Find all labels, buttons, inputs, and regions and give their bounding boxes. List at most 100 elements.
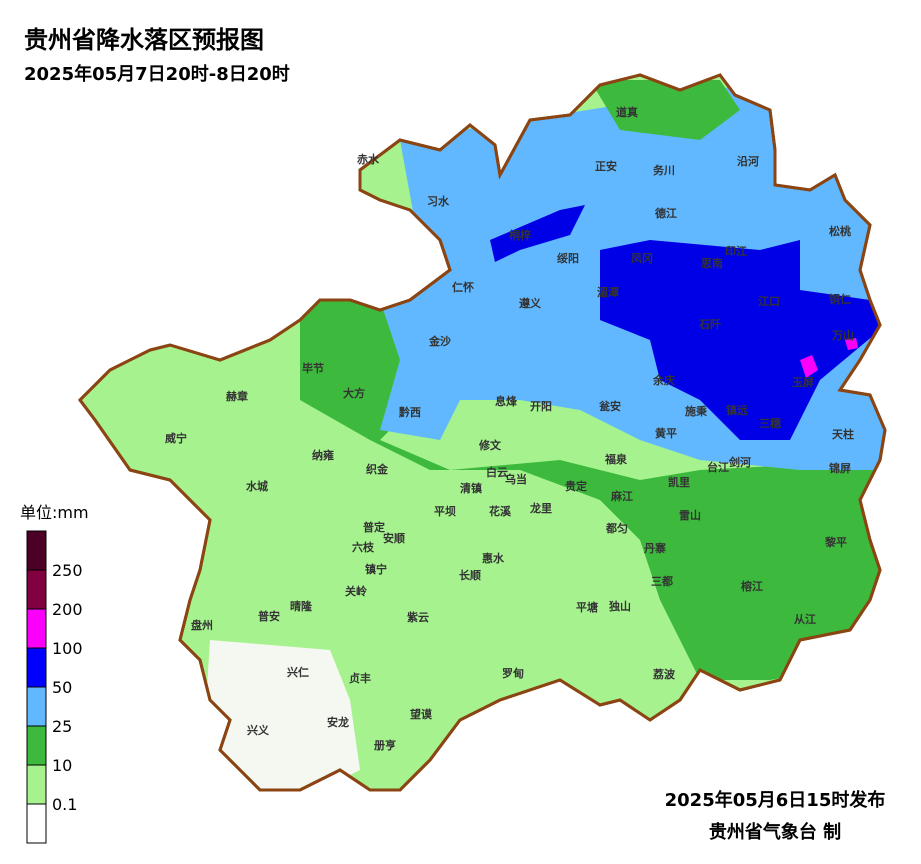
legend-swatch [26, 569, 47, 610]
county-label: 望谟 [410, 707, 433, 721]
county-label: 铜仁 [828, 292, 851, 306]
county-label: 安顺 [383, 531, 405, 545]
county-label: 凯里 [668, 475, 690, 489]
legend-swatch [26, 725, 47, 766]
legend-tick-label: 0.1 [52, 795, 77, 814]
county-label: 息烽 [495, 394, 518, 408]
county-label: 雷山 [679, 508, 701, 522]
county-label: 花溪 [489, 504, 512, 518]
county-label: 修文 [478, 438, 502, 452]
county-label: 天柱 [832, 427, 854, 441]
subtitle: 2025年05月7日20时-8日20时 [24, 63, 290, 85]
legend: 0.1 10 25 50 100 200 250 [26, 530, 83, 844]
county-label: 印江 [725, 244, 747, 258]
county-label: 施秉 [685, 404, 708, 418]
county-label: 镇宁 [365, 562, 387, 576]
county-label: 凤冈 [631, 252, 653, 265]
county-label: 松桃 [829, 224, 851, 238]
county-label: 都匀 [605, 521, 628, 535]
county-label: 平塘 [576, 600, 598, 614]
county-label: 从江 [794, 612, 816, 626]
legend-tick-label: 100 [52, 639, 83, 658]
county-label: 务川 [653, 163, 675, 177]
county-label: 德江 [654, 206, 677, 220]
county-label: 关岭 [345, 584, 367, 598]
county-label: 织金 [366, 462, 389, 476]
agency: 贵州省气象台 制 [709, 821, 841, 843]
county-label: 黔西 [399, 405, 421, 419]
legend-swatch [26, 686, 47, 727]
county-label: 福泉 [604, 452, 628, 466]
county-label: 江口 [758, 294, 780, 308]
county-label: 金沙 [428, 334, 451, 348]
county-label: 思南 [701, 256, 723, 270]
county-label: 赫章 [226, 389, 248, 403]
county-label: 普安 [258, 609, 280, 623]
county-label: 荔波 [652, 667, 676, 681]
county-label: 清镇 [460, 481, 482, 495]
county-label: 湄潭 [597, 285, 619, 299]
county-label: 罗甸 [502, 666, 524, 680]
county-label: 开阳 [530, 399, 552, 413]
county-label: 惠水 [482, 551, 505, 565]
county-label: 盘州 [191, 618, 213, 632]
legend-tick-label: 25 [52, 717, 72, 736]
area-dark-blue [600, 240, 880, 440]
county-label: 三穗 [759, 416, 781, 430]
legend-tick-label: 50 [52, 678, 72, 697]
county-label: 纳雍 [312, 448, 334, 462]
legend-tick-label: 250 [52, 561, 83, 580]
legend-swatch [26, 803, 47, 844]
county-label: 榕江 [741, 579, 763, 593]
county-label: 习水 [427, 194, 450, 208]
county-label: 威宁 [165, 431, 187, 445]
county-label: 毕节 [302, 361, 324, 375]
county-label: 水城 [246, 479, 268, 493]
county-label: 大方 [343, 386, 365, 400]
legend-tick-label: 200 [52, 600, 83, 619]
county-label: 玉屏 [792, 376, 814, 389]
county-label: 六枝 [352, 540, 375, 554]
county-label: 锦屏 [829, 461, 851, 475]
county-label: 赤水 [357, 152, 380, 166]
area-none [200, 640, 360, 790]
county-label: 独山 [608, 599, 631, 613]
county-label: 丹寨 [644, 541, 666, 555]
legend-swatch [26, 647, 47, 688]
county-label: 兴义 [247, 723, 270, 737]
area-magenta-2 [845, 338, 858, 350]
county-label: 黄平 [655, 426, 677, 440]
county-label: 镇远 [726, 403, 748, 417]
county-label: 册亨 [374, 738, 396, 752]
area-dark-blue-2 [490, 205, 585, 262]
county-label: 仁怀 [452, 280, 474, 294]
area-magenta [800, 355, 818, 378]
county-label: 绥阳 [557, 251, 579, 265]
legend-swatch [26, 530, 47, 571]
county-label: 三都 [651, 574, 673, 588]
county-label: 紫云 [407, 610, 429, 624]
county-label: 麻江 [610, 489, 633, 503]
county-label: 瓮安 [599, 399, 621, 413]
province-border [78, 73, 887, 792]
county-label: 黎平 [825, 535, 847, 549]
issued: 2025年05月6日15时发布 [665, 789, 886, 811]
county-label: 剑河 [728, 455, 751, 469]
county-label: 贞丰 [349, 671, 371, 685]
county-label: 普定 [363, 520, 385, 534]
county-label: 余庆 [652, 373, 675, 387]
county-label: 长顺 [459, 568, 481, 582]
title: 贵州省降水落区预报图 [24, 26, 264, 54]
county-label: 乌当 [505, 472, 527, 486]
county-label: 石阡 [698, 317, 721, 331]
county-label: 正安 [595, 159, 617, 173]
area-green-north [590, 80, 740, 140]
county-label: 沿河 [737, 154, 759, 168]
county-label: 平坝 [434, 504, 456, 518]
area-green [300, 300, 885, 680]
county-label: 遵义 [519, 296, 542, 310]
county-label: 白云 [486, 465, 508, 479]
